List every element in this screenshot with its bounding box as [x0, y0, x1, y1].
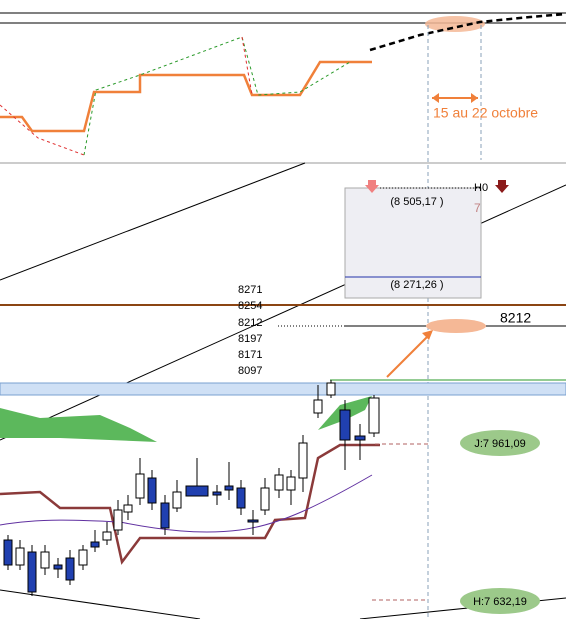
candles [3, 380, 380, 596]
range-box [344, 187, 482, 299]
arrow-icon [495, 180, 509, 193]
cloud [0, 408, 157, 442]
level: 8212 [238, 317, 262, 329]
red-dashed [0, 36, 253, 156]
orange-line [0, 60, 372, 133]
trendline [0, 162, 306, 281]
annotation: 15 au 22 octobre [433, 105, 538, 121]
bubble [460, 588, 540, 614]
box-low: (8 271,26 ) [390, 279, 443, 291]
arrow-head [422, 330, 433, 340]
target: 8212 [500, 310, 531, 326]
level: 8254 [238, 300, 262, 312]
forecast-line [369, 12, 566, 52]
box-count: 7 [474, 201, 481, 215]
box-high: (8 505,17 ) [390, 196, 443, 208]
level: 8171 [238, 349, 262, 361]
level: 8197 [238, 333, 262, 345]
arrow [386, 333, 431, 378]
level-list: 8271 8254 8212 8197 8171 8097 8081 [238, 284, 262, 394]
highlight [426, 319, 486, 333]
highlight [425, 16, 485, 32]
bubble-label: H:7 632,19 [473, 596, 527, 608]
level: 8097 [238, 365, 262, 377]
stair-line [0, 443, 380, 565]
zone [0, 382, 566, 396]
bubble [460, 430, 540, 456]
box-tag: H0 [474, 182, 488, 194]
bubble-label: J:7 961,09 [474, 438, 525, 450]
ma-line [0, 474, 373, 533]
arrow-icon [365, 180, 379, 193]
trendline [0, 589, 201, 619]
green-dashed [83, 36, 351, 156]
level: 8271 [238, 284, 262, 296]
